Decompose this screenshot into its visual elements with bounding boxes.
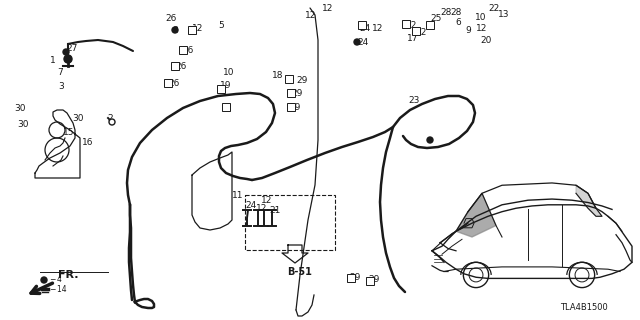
Circle shape	[64, 55, 72, 63]
Circle shape	[63, 49, 69, 55]
Text: 12: 12	[261, 196, 273, 204]
Polygon shape	[576, 185, 602, 216]
Text: 24: 24	[357, 37, 368, 46]
Circle shape	[41, 277, 47, 283]
Text: 17: 17	[407, 34, 419, 43]
Text: 27: 27	[66, 44, 77, 52]
Text: 15: 15	[63, 127, 74, 137]
Circle shape	[427, 137, 433, 143]
Bar	[222, 103, 230, 111]
Polygon shape	[456, 193, 496, 237]
Circle shape	[172, 27, 178, 33]
Text: 12: 12	[372, 23, 383, 33]
Bar	[358, 21, 366, 29]
Text: 12: 12	[322, 4, 333, 12]
Text: 22: 22	[488, 4, 499, 12]
Text: 5: 5	[218, 20, 224, 29]
Text: 23: 23	[408, 95, 419, 105]
Text: 12: 12	[192, 23, 204, 33]
Text: 12: 12	[256, 204, 268, 212]
Text: 12: 12	[406, 20, 417, 29]
Text: 1: 1	[50, 55, 56, 65]
Text: 24: 24	[359, 23, 371, 33]
Text: 29: 29	[368, 276, 380, 284]
Bar	[426, 21, 434, 29]
Text: 20: 20	[480, 36, 492, 44]
Bar	[285, 75, 293, 83]
Bar	[164, 79, 172, 87]
Text: 12: 12	[476, 23, 488, 33]
Text: ─ 4: ─ 4	[50, 276, 62, 284]
Text: 12: 12	[305, 11, 316, 20]
Text: 29: 29	[289, 102, 300, 111]
Text: 25: 25	[430, 13, 442, 22]
Bar	[366, 277, 374, 285]
Text: 30: 30	[72, 114, 83, 123]
Text: 7: 7	[57, 68, 63, 76]
Text: 3: 3	[58, 82, 64, 91]
Text: 29: 29	[291, 89, 302, 98]
Bar	[402, 20, 410, 28]
Text: 30: 30	[14, 103, 26, 113]
Bar	[347, 274, 355, 282]
Bar	[217, 85, 225, 93]
Text: 29: 29	[296, 76, 307, 84]
Bar	[171, 62, 179, 70]
Text: 2: 2	[107, 114, 113, 123]
Text: 18: 18	[272, 70, 284, 79]
Text: 6: 6	[455, 18, 461, 27]
Text: 26: 26	[165, 13, 177, 22]
Text: 26: 26	[175, 61, 186, 70]
Text: 10: 10	[223, 68, 234, 76]
Bar	[245, 195, 335, 250]
Text: 26: 26	[182, 45, 193, 54]
Bar	[412, 27, 420, 35]
Text: 8: 8	[172, 26, 178, 35]
Text: 28: 28	[450, 7, 461, 17]
Text: ─ 14: ─ 14	[50, 285, 67, 294]
Text: FR.: FR.	[58, 270, 79, 280]
Bar	[188, 26, 196, 34]
Circle shape	[354, 39, 360, 45]
Text: 26: 26	[168, 78, 179, 87]
Text: 30: 30	[17, 119, 29, 129]
Text: 9: 9	[465, 26, 471, 35]
Circle shape	[109, 119, 115, 125]
Text: B-51: B-51	[287, 267, 312, 277]
Bar	[179, 46, 187, 54]
Text: 10: 10	[475, 12, 486, 21]
Text: TLA4B1500: TLA4B1500	[560, 303, 608, 313]
Text: 11: 11	[232, 190, 243, 199]
Text: 12: 12	[416, 28, 428, 36]
Text: 21: 21	[269, 205, 280, 214]
Text: 28: 28	[440, 7, 451, 17]
Text: 13: 13	[498, 10, 509, 19]
Text: 24: 24	[245, 201, 256, 210]
Text: 16: 16	[82, 138, 93, 147]
Text: 19: 19	[220, 81, 232, 90]
Bar	[287, 89, 295, 97]
Bar	[287, 103, 295, 111]
Text: 29: 29	[349, 274, 360, 283]
